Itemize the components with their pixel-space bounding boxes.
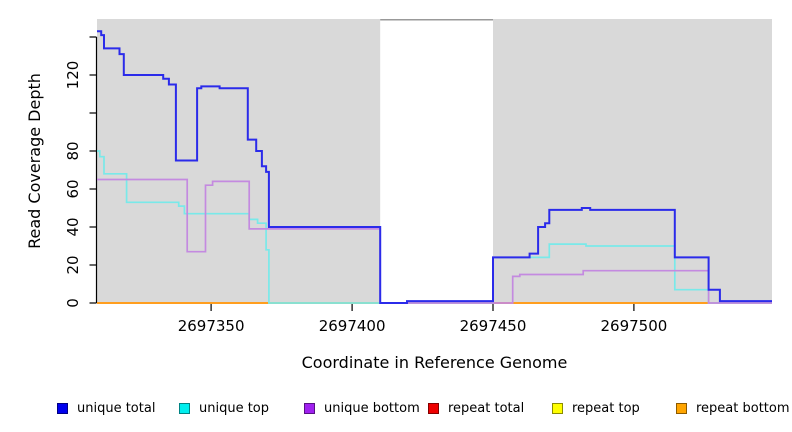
coverage-chart: 0 20 40 60 80 120 2697350 2697400 2697450 2697500… [25,19,772,372]
legend-swatch-repeat-bottom [676,402,687,414]
x-axis-title: Coordinate in Reference Genome [302,353,568,372]
y-tick-label: 20 [64,255,82,274]
legend-item-unique-bottom: unique bottom [304,400,420,416]
legend-label-repeat-total: repeat total [448,400,525,416]
legend-item-repeat-top: repeat top [552,400,640,416]
legend-item-repeat-total: repeat total [428,400,525,416]
series-unique-total-line [97,30,772,304]
legend-swatch-repeat-top [552,402,563,414]
y-tick-label: 80 [64,141,82,160]
x-tick-label: 2697500 [600,317,667,335]
legend-label-unique-top: unique top [199,400,270,416]
legend-label-repeat-bottom: repeat bottom [696,400,790,416]
legend-swatch-unique-top [179,402,190,414]
legend-item-unique-total: unique total [57,400,156,416]
legend-label-repeat-top: repeat top [572,400,640,416]
y-tick-label: 40 [64,217,82,236]
legend-label-unique-bottom: unique bottom [324,400,420,416]
shaded-region [97,19,381,304]
y-axis-title: Read Coverage Depth [25,73,44,249]
legend-item-unique-top: unique top [179,400,270,416]
legend-swatch-unique-bottom [304,402,315,414]
x-tick-label: 2697350 [178,317,245,335]
legend-swatch-unique-total [57,402,68,414]
shaded-region [493,19,772,304]
legend-swatch-repeat-total [428,402,439,414]
legend-item-repeat-bottom: repeat bottom [676,400,790,416]
x-tick-label: 2697400 [319,317,386,335]
y-tick-label: 120 [64,61,82,90]
x-tick-label: 2697450 [460,317,527,335]
series-unique-top-line [97,150,772,304]
y-tick-label: 60 [64,179,82,198]
y-tick-label: 0 [64,298,82,308]
legend-label-unique-total: unique total [77,400,156,416]
